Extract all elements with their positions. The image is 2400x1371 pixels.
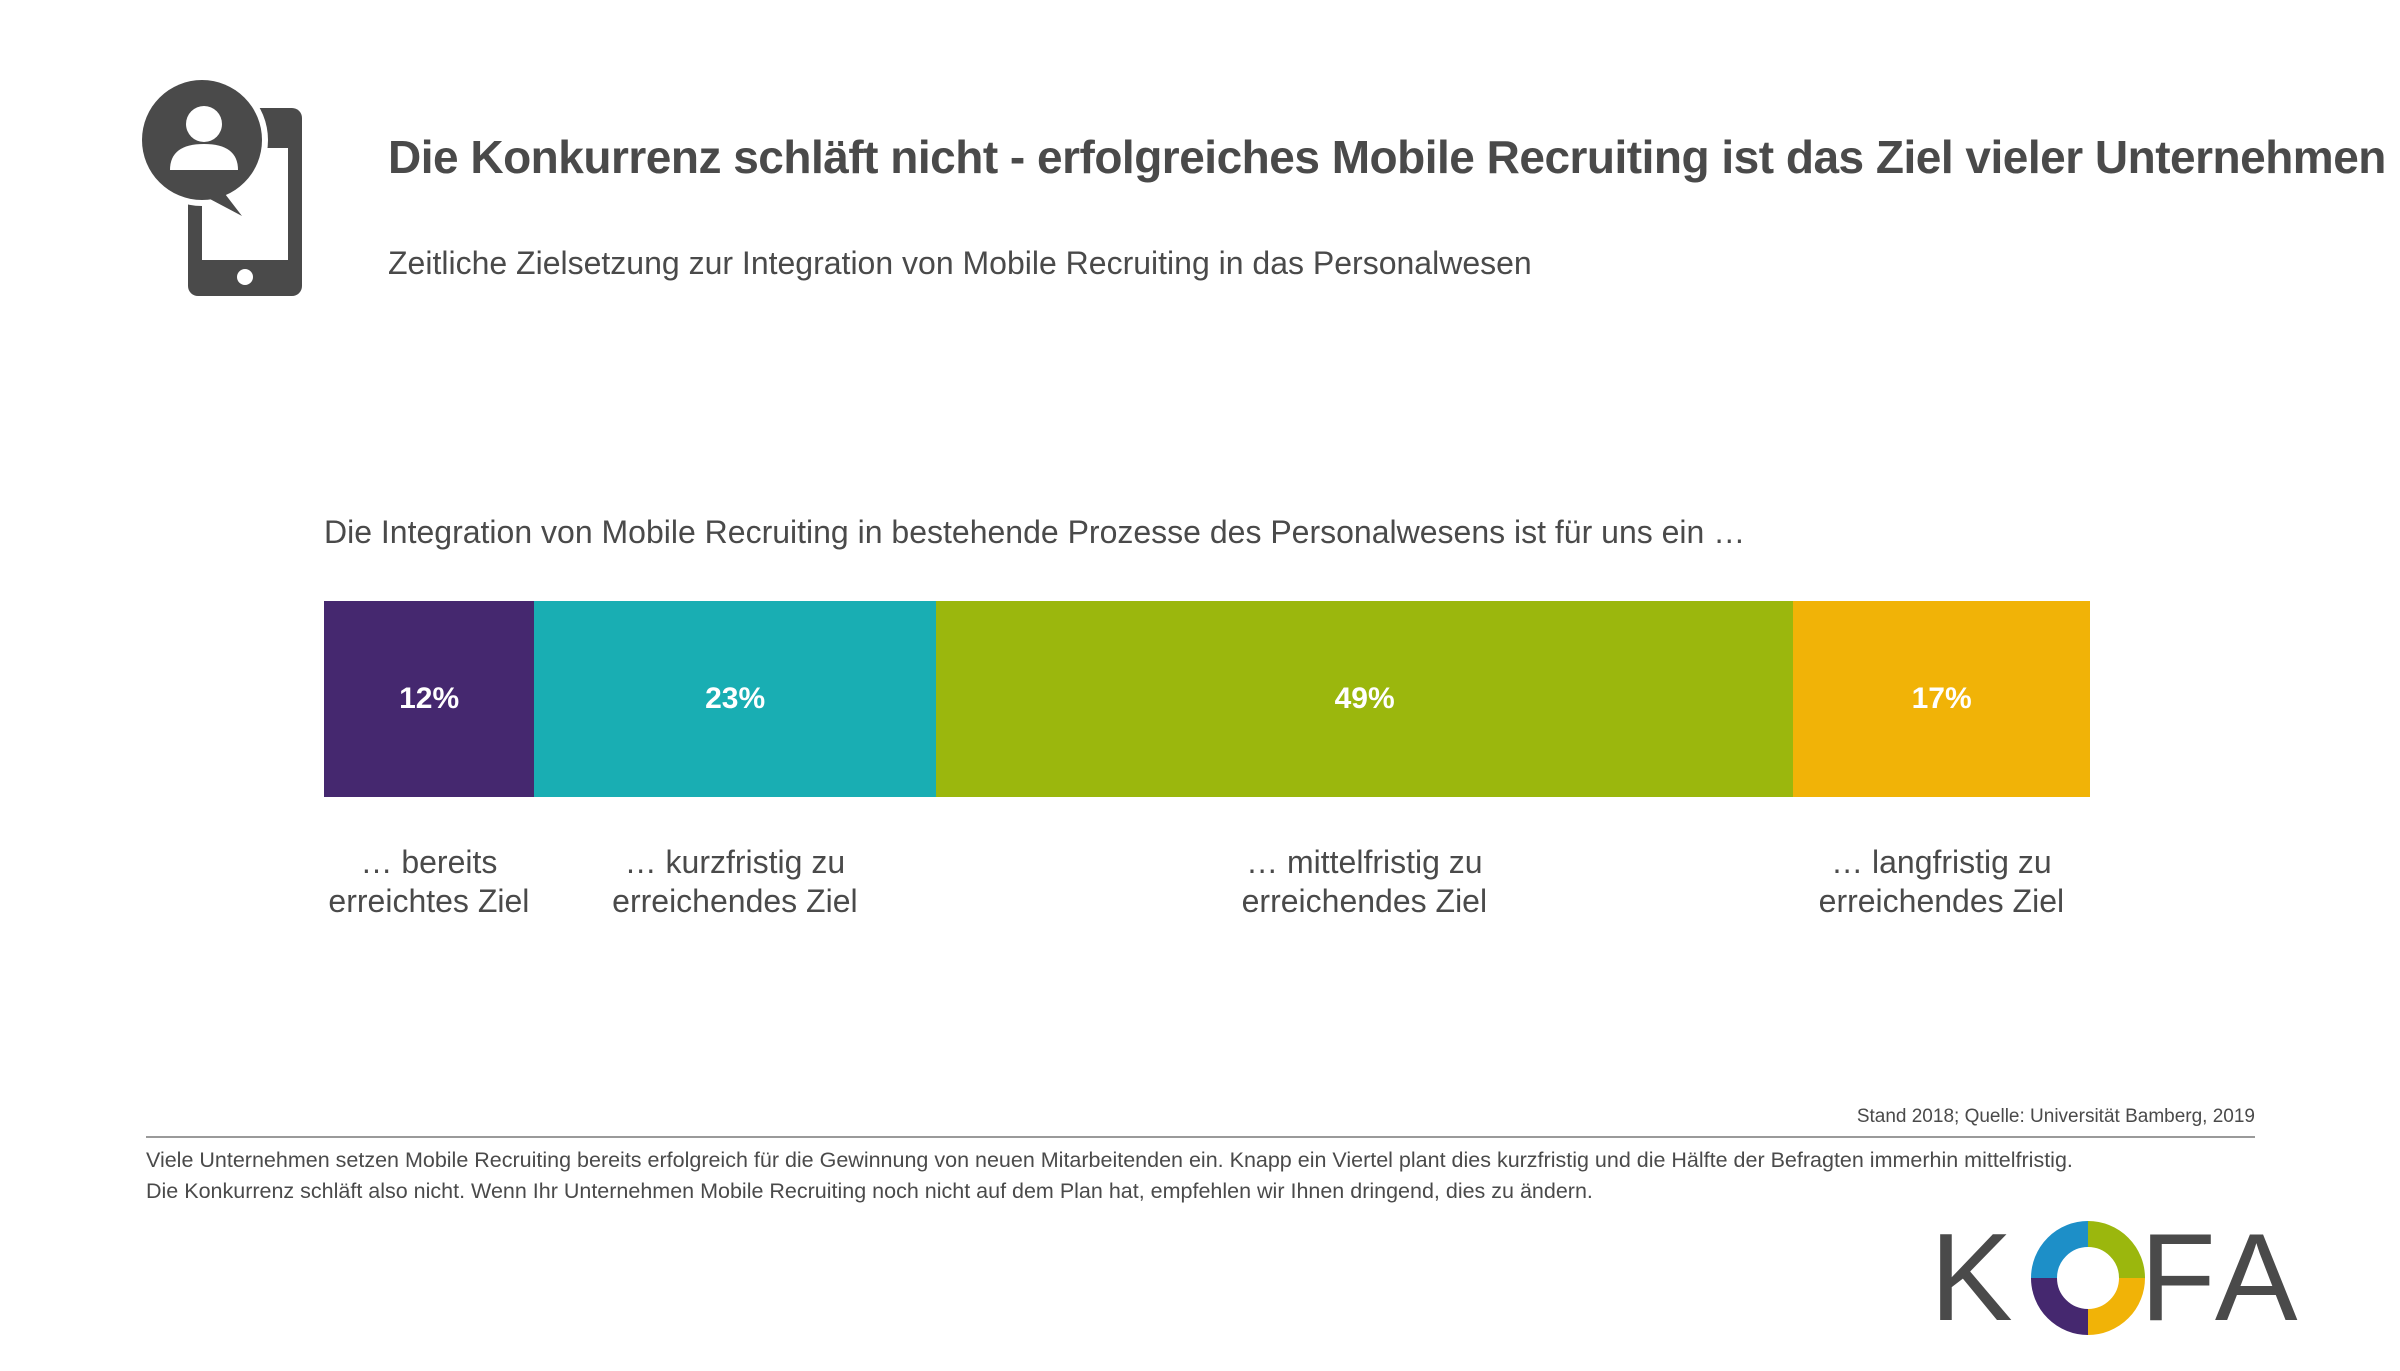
- page-subtitle: Zeitliche Zielsetzung zur Integration vo…: [388, 245, 1532, 281]
- stacked-bar: 12% 23% 49% 17%: [324, 601, 2091, 797]
- data-label: 12%: [399, 682, 460, 715]
- source-note: Stand 2018; Quelle: Universität Bamberg,…: [1856, 1106, 2255, 1127]
- category-label-line-1: … mittelfristig zu: [1246, 844, 1483, 880]
- logo-letters-fa: FA: [2140, 1209, 2304, 1347]
- category-label-3: … mittelfristig zu erreichendes Ziel: [1194, 843, 1534, 921]
- mobile-recruiting-icon: [140, 78, 302, 296]
- logo-ring-icon: [2031, 1221, 2145, 1335]
- category-label-line-2: erreichendes Ziel: [1818, 883, 2065, 919]
- kofa-logo: K FA: [1930, 1209, 2300, 1347]
- category-label-line-1: … langfristig zu: [1831, 844, 2052, 880]
- bar-segment-3: 49%: [935, 601, 1794, 797]
- category-label-line-1: … kurzfristig zu: [624, 844, 846, 880]
- data-label: 17%: [1911, 682, 1972, 715]
- category-label-2: … kurzfristig zu erreichendes Ziel: [565, 843, 905, 921]
- page-title: Die Konkurrenz schläft nicht - erfolgrei…: [388, 131, 2386, 183]
- bar-segment-1: 12%: [324, 601, 535, 797]
- data-label: 49%: [1334, 682, 1395, 715]
- bar-segment-4: 17%: [1792, 601, 2091, 797]
- logo-letter-k: K: [1930, 1209, 2013, 1347]
- category-label-line-1: … bereits: [360, 844, 498, 880]
- category-label-4: … langfristig zu erreichendes Ziel: [1771, 843, 2111, 921]
- footnote-line-2: Die Konkurrenz schläft also nicht. Wenn …: [146, 1179, 1593, 1203]
- data-label: 23%: [705, 682, 766, 715]
- bar-segment-2: 23%: [533, 601, 937, 797]
- footnote: Viele Unternehmen setzen Mobile Recruiti…: [146, 1145, 2306, 1207]
- divider: [146, 1136, 2255, 1138]
- footnote-line-1: Viele Unternehmen setzen Mobile Recruiti…: [146, 1148, 2073, 1172]
- category-label-line-2: erreichendes Ziel: [612, 883, 858, 919]
- chart-title: Die Integration von Mobile Recruiting in…: [324, 514, 1746, 550]
- category-label-line-2: erreichtes Ziel: [328, 883, 530, 919]
- category-label-1: … bereits erreichtes Ziel: [259, 843, 599, 921]
- category-label-line-2: erreichendes Ziel: [1241, 883, 1488, 919]
